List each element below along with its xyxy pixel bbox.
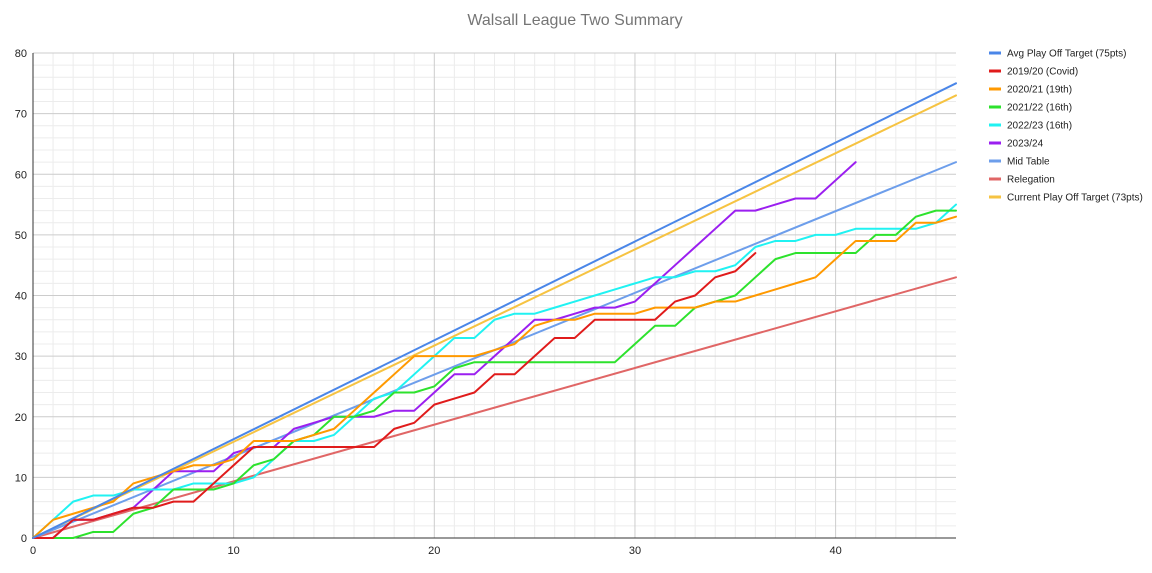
legend-item-3[interactable]: 2020/21 (19th) <box>989 85 1072 96</box>
series-line-5 <box>32 203 957 539</box>
axes <box>32 53 956 539</box>
legend-item-1[interactable]: Avg Play Off Target (75pts) <box>989 49 1127 60</box>
series-line-1 <box>32 82 957 539</box>
series-line-9 <box>32 94 957 539</box>
legend-item-7[interactable]: Mid Table <box>989 157 1050 168</box>
y-tick-label: 0 <box>21 533 27 545</box>
legend-label: 2022/23 (16th) <box>1007 121 1072 132</box>
legend-label: Avg Play Off Target (75pts) <box>1007 49 1127 60</box>
legend-label: 2020/21 (19th) <box>1007 85 1072 96</box>
legend-label: Current Play Off Target (73pts) <box>1007 193 1143 204</box>
legend-item-6[interactable]: 2023/24 <box>989 139 1044 150</box>
x-axis-tick-labels: 0 10 20 30 40 <box>30 545 842 557</box>
y-tick-label: 70 <box>15 109 27 121</box>
legend-label: 2019/20 (Covid) <box>1007 67 1078 78</box>
x-tick-label: 10 <box>228 545 240 557</box>
legend-label: Relegation <box>1007 175 1055 186</box>
series-line-8 <box>32 276 957 539</box>
y-tick-label: 30 <box>15 351 27 363</box>
chart-title: Walsall League Two Summary <box>467 12 682 29</box>
legend-label: 2021/22 (16th) <box>1007 103 1072 114</box>
legend-item-4[interactable]: 2021/22 (16th) <box>989 103 1072 114</box>
x-tick-label: 40 <box>829 545 841 557</box>
y-tick-label: 40 <box>15 291 27 303</box>
series-line-6 <box>32 161 857 539</box>
x-tick-label: 30 <box>629 545 641 557</box>
legend-item-9[interactable]: Current Play Off Target (73pts) <box>989 193 1143 204</box>
legend-label: 2023/24 <box>1007 139 1044 150</box>
y-tick-label: 80 <box>15 48 27 60</box>
major-gridlines <box>33 52 956 538</box>
x-tick-label: 20 <box>428 545 440 557</box>
legend-item-8[interactable]: Relegation <box>989 175 1055 186</box>
x-tick-label: 0 <box>30 545 36 557</box>
legend-label: Mid Table <box>1007 157 1050 168</box>
y-tick-label: 20 <box>15 412 27 424</box>
series-line-4 <box>32 209 957 539</box>
series-lines <box>32 82 957 539</box>
y-tick-label: 10 <box>15 472 27 484</box>
legend-item-2[interactable]: 2019/20 (Covid) <box>989 67 1078 78</box>
y-tick-label: 50 <box>15 230 27 242</box>
legend-item-5[interactable]: 2022/23 (16th) <box>989 121 1072 132</box>
series-line-2 <box>32 252 757 539</box>
y-axis-tick-labels: 0 10 20 30 40 50 60 70 80 <box>15 48 27 545</box>
y-tick-label: 60 <box>15 169 27 181</box>
legend[interactable]: Avg Play Off Target (75pts) 2019/20 (Covi… <box>989 49 1143 204</box>
series-line-3 <box>32 215 957 539</box>
